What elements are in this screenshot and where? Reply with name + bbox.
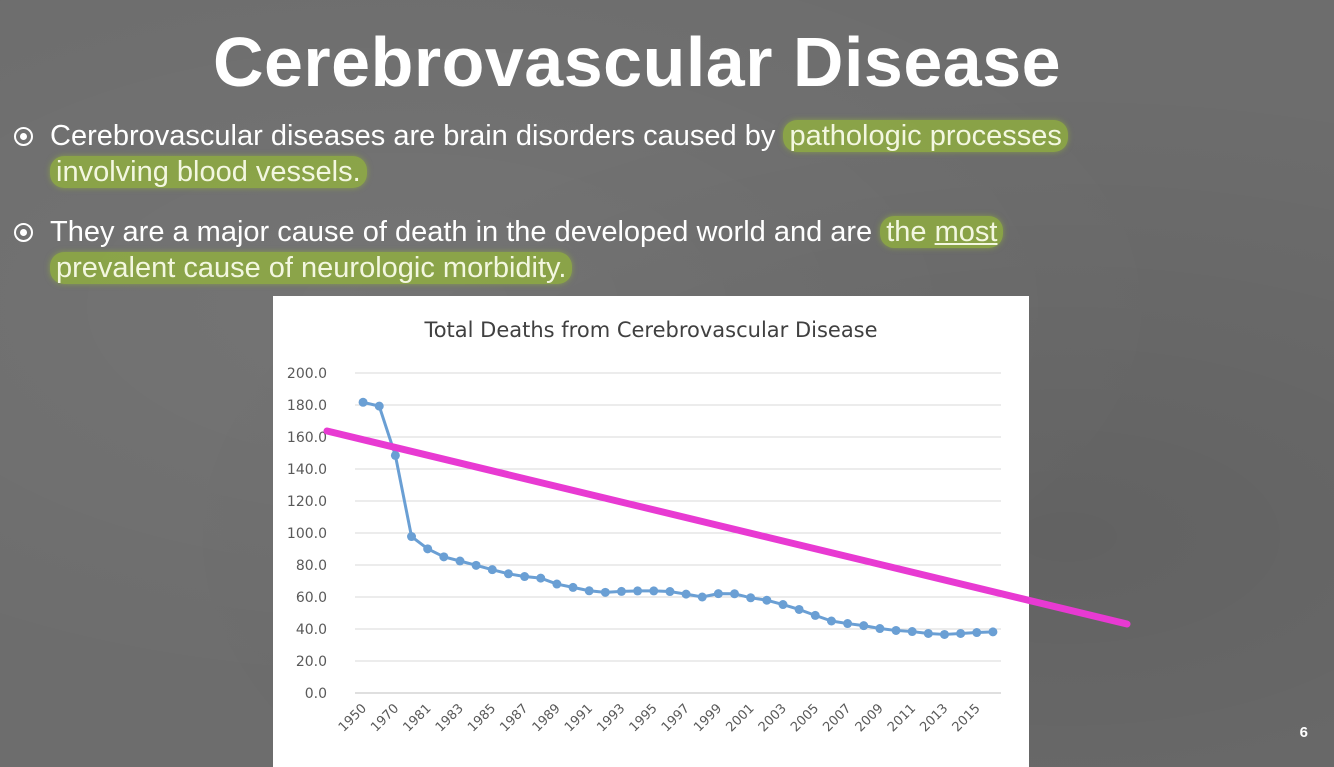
x-tick-label: 1970 bbox=[368, 701, 402, 735]
y-tick-label: 140.0 bbox=[287, 462, 327, 478]
data-point bbox=[423, 544, 433, 554]
bullet-2-underlined-word: most bbox=[934, 216, 998, 248]
x-tick-label: 2005 bbox=[788, 701, 822, 735]
data-point bbox=[665, 587, 675, 597]
bullet-1-highlight-b: involving blood vessels. bbox=[50, 156, 367, 188]
chart-card: Total Deaths from Cerebrovascular Diseas… bbox=[273, 296, 1029, 767]
data-point bbox=[471, 560, 481, 570]
x-tick-label: 2013 bbox=[917, 701, 951, 735]
x-tick-label: 1985 bbox=[465, 701, 499, 735]
chart-title: Total Deaths from Cerebrovascular Diseas… bbox=[423, 318, 877, 342]
x-tick-label: 2003 bbox=[756, 701, 790, 735]
data-point bbox=[633, 586, 643, 596]
data-point bbox=[536, 573, 546, 583]
bullet-2-plain: They are a major cause of death in the d… bbox=[50, 216, 881, 248]
data-point bbox=[778, 600, 788, 610]
x-tick-label: 1993 bbox=[594, 701, 628, 735]
x-tick-label: 2007 bbox=[820, 701, 854, 735]
data-point bbox=[956, 628, 966, 638]
y-tick-label: 0.0 bbox=[305, 686, 327, 702]
data-point bbox=[875, 624, 885, 634]
x-tick-label: 1999 bbox=[691, 701, 725, 735]
data-point bbox=[826, 616, 836, 626]
bullet-2-highlight-b: prevalent cause of neurologic morbidity. bbox=[50, 252, 573, 284]
data-point bbox=[503, 569, 513, 579]
data-point bbox=[762, 595, 772, 605]
y-tick-label: 40.0 bbox=[296, 622, 327, 638]
data-point bbox=[455, 556, 465, 566]
y-tick-label: 100.0 bbox=[287, 526, 327, 542]
bullet-marker-icon bbox=[14, 127, 33, 146]
bullet-2-text: They are a major cause of death in the d… bbox=[50, 214, 1194, 286]
data-point bbox=[697, 592, 707, 602]
data-point bbox=[358, 397, 368, 407]
data-point bbox=[407, 532, 417, 542]
data-point bbox=[859, 621, 869, 631]
data-point bbox=[939, 629, 949, 639]
bullet-1: Cerebrovascular diseases are brain disor… bbox=[14, 118, 1194, 190]
data-point bbox=[552, 579, 562, 589]
data-point bbox=[374, 401, 384, 411]
data-point bbox=[520, 572, 530, 582]
data-point bbox=[390, 450, 400, 460]
data-point bbox=[810, 610, 820, 620]
y-tick-label: 120.0 bbox=[287, 494, 327, 510]
x-tick-label: 2009 bbox=[853, 701, 887, 735]
data-point bbox=[616, 586, 626, 596]
data-point bbox=[600, 587, 610, 597]
data-point bbox=[907, 627, 917, 637]
data-point bbox=[843, 619, 853, 629]
data-point bbox=[746, 593, 756, 603]
bullet-1-highlight-a: pathologic processes bbox=[783, 120, 1068, 152]
bullet-marker-icon bbox=[14, 223, 33, 242]
x-tick-label: 1987 bbox=[497, 701, 531, 735]
bullet-2: They are a major cause of death in the d… bbox=[14, 214, 1194, 286]
slide-number: 6 bbox=[1299, 724, 1308, 741]
data-point bbox=[584, 586, 594, 596]
line-chart: Total Deaths from Cerebrovascular Diseas… bbox=[287, 318, 1001, 735]
data-point bbox=[649, 586, 659, 596]
x-tick-label: 1991 bbox=[562, 701, 596, 735]
y-tick-label: 60.0 bbox=[296, 590, 327, 606]
data-point bbox=[972, 628, 982, 638]
x-tick-label: 2015 bbox=[950, 701, 984, 735]
y-tick-label: 20.0 bbox=[296, 654, 327, 670]
y-tick-label: 200.0 bbox=[287, 366, 327, 382]
data-point bbox=[730, 589, 740, 599]
data-point bbox=[681, 589, 691, 599]
y-tick-label: 80.0 bbox=[296, 558, 327, 574]
slide-title: Cerebrovascular Disease bbox=[212, 23, 1062, 101]
data-point bbox=[794, 604, 804, 614]
x-tick-label: 1989 bbox=[530, 701, 564, 735]
bullet-1-text: Cerebrovascular diseases are brain disor… bbox=[50, 118, 1194, 190]
data-point bbox=[891, 625, 901, 635]
data-point bbox=[923, 628, 933, 638]
data-point bbox=[439, 552, 449, 562]
bullet-1-plain: Cerebrovascular diseases are brain disor… bbox=[50, 120, 784, 152]
data-point bbox=[713, 589, 723, 599]
x-tick-label: 1981 bbox=[400, 701, 434, 735]
bullet-2-highlight-a: the most bbox=[880, 216, 1004, 248]
x-tick-label: 2001 bbox=[723, 701, 757, 735]
x-tick-label: 1950 bbox=[336, 701, 370, 735]
x-tick-label: 1995 bbox=[627, 701, 661, 735]
data-point bbox=[988, 627, 998, 637]
y-tick-label: 180.0 bbox=[287, 398, 327, 414]
x-tick-label: 2011 bbox=[885, 701, 919, 735]
x-tick-label: 1983 bbox=[433, 701, 467, 735]
bullet-2-highlight-a-pre: the bbox=[886, 216, 935, 248]
y-tick-label: 160.0 bbox=[287, 430, 327, 446]
data-point bbox=[487, 565, 497, 575]
x-tick-label: 1997 bbox=[659, 701, 693, 735]
data-point bbox=[568, 582, 578, 592]
